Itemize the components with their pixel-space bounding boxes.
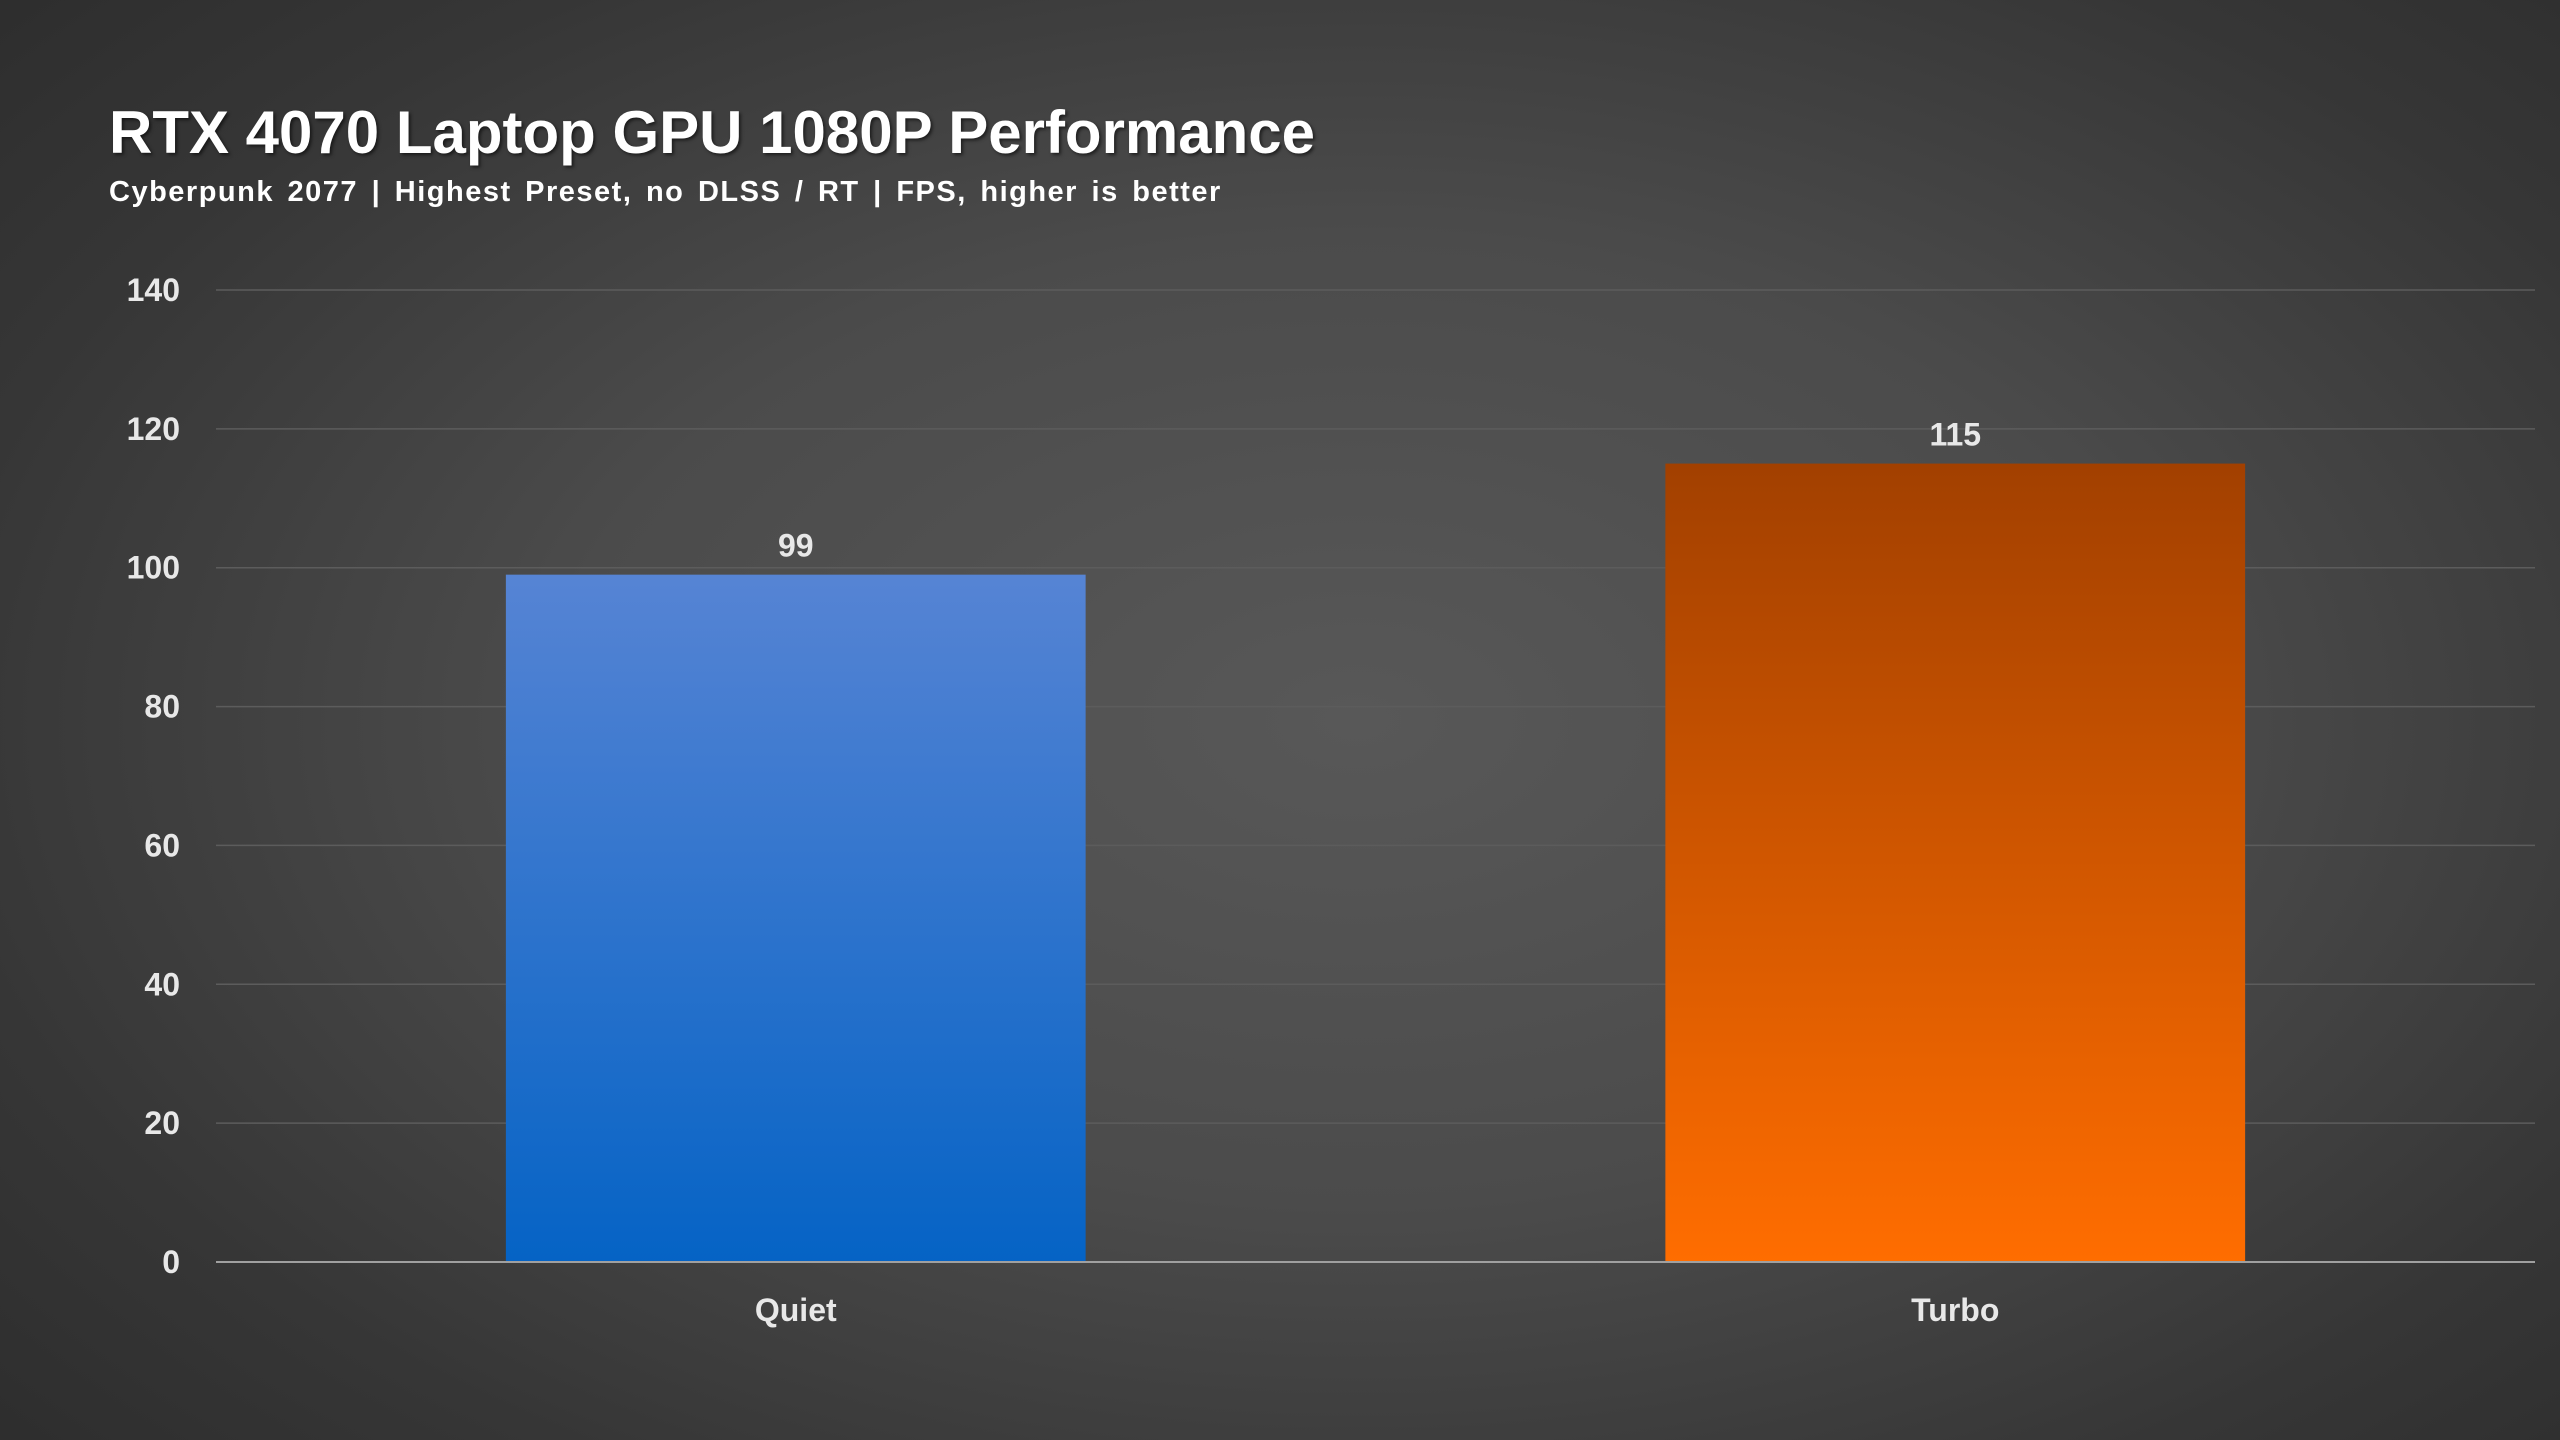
y-tick-label: 0 [162,1244,180,1280]
y-tick-label: 40 [144,966,180,1002]
y-axis-ticks: 0 20 40 60 80 100 120 140 [127,272,180,1280]
bar-turbo [1665,463,2246,1263]
chart-title: RTX 4070 Laptop GPU 1080P Performance [109,99,1316,166]
data-label-turbo: 115 [1929,417,1981,453]
y-tick-label: 20 [144,1105,180,1141]
y-tick-label: 140 [127,272,180,308]
category-label-quiet: Quiet [755,1292,837,1328]
data-labels: 99 115 [778,417,1981,564]
y-tick-label: 100 [127,550,180,586]
bars [505,463,2246,1263]
data-label-quiet: 99 [778,528,814,564]
bar-quiet [505,574,1086,1262]
category-label-turbo: Turbo [1911,1292,1999,1328]
y-tick-label: 80 [144,689,180,725]
x-axis-categories: Quiet Turbo [755,1292,2000,1328]
y-tick-label: 60 [144,827,180,863]
chart-subtitle: Cyberpunk 2077 | Highest Preset, no DLSS… [109,176,1222,208]
y-tick-label: 120 [127,411,180,447]
